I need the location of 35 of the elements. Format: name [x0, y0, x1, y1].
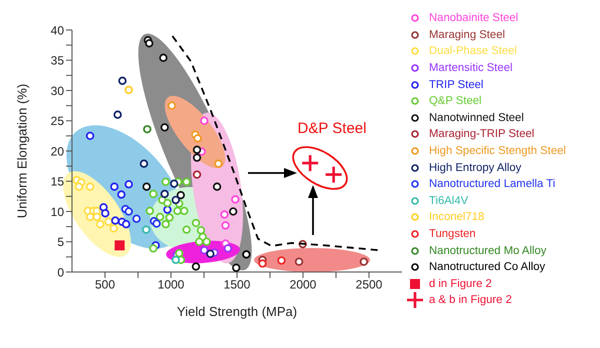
- legend-label: TRIP Steel: [429, 78, 484, 91]
- legend-label: Q&P Steel: [429, 95, 482, 108]
- legend-label: d in Figure 2: [429, 278, 492, 290]
- legend-label: Nanotructured Mo Alloy: [429, 244, 546, 257]
- y-tick-label: 40: [50, 23, 64, 38]
- y-tick-label: 5: [57, 235, 64, 250]
- legend-label: Inconel718: [429, 211, 484, 224]
- legend-label: a & b in Figure 2: [429, 294, 512, 306]
- legend-label: Nanotructured Co Alloy: [429, 261, 546, 274]
- legend-label: High Specific Stength Steel: [429, 145, 566, 158]
- x-tick-label: 1500: [224, 278, 251, 292]
- legend-label: Nanotructured Lamella Ti: [429, 178, 556, 190]
- x-axis-title: Yield Strength (MPa): [176, 304, 298, 319]
- y-tick-label: 15: [50, 174, 64, 189]
- legend-label: Ti6Al4V: [429, 194, 468, 207]
- legend-label: Tungsten: [429, 228, 476, 240]
- x-tick-label: 2500: [356, 278, 383, 292]
- y-tick-label: 35: [50, 54, 64, 68]
- y-tick-label: 25: [50, 114, 64, 128]
- annotation: D&P Steel: [298, 120, 366, 137]
- legend-label: Dual-Phase Steel: [429, 45, 517, 58]
- legend-label: Martensitic Steel: [429, 62, 513, 74]
- y-axis-title: Uniform Elongation (%): [14, 84, 30, 218]
- legend-label: Nanotwinned Steel: [429, 112, 524, 124]
- legend-label: High Entropy Alloy: [429, 162, 522, 174]
- y-tick-label: 20: [50, 144, 64, 158]
- x-tick-label: 1000: [158, 278, 185, 292]
- x-tick-label: 2000: [290, 278, 317, 292]
- x-tick-label: 500: [94, 278, 116, 292]
- legend-label: Maraging Steel: [429, 28, 505, 41]
- y-tick-label: 30: [50, 84, 64, 98]
- legend-label: Maraging-TRIP Steel: [429, 128, 534, 140]
- legend-label: Nanobainite Steel: [429, 12, 518, 24]
- y-tick-label: 10: [50, 204, 64, 219]
- y-tick-label: 0: [57, 265, 64, 280]
